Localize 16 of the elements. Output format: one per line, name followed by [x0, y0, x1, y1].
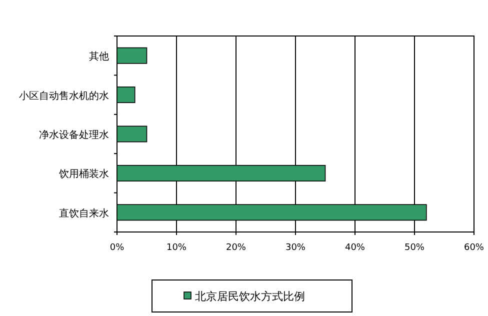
x-tick-label: 60% [464, 243, 484, 253]
legend-label: 北京居民饮水方式比例 [195, 290, 305, 303]
x-tick-label: 0% [110, 243, 125, 253]
y-tick-label: 饮用桶装水 [58, 168, 109, 180]
x-tick-label: 20% [226, 243, 246, 253]
bar [116, 86, 136, 104]
y-tick-label: 净水设备处理水 [39, 129, 109, 141]
x-tick-label: 10% [166, 243, 187, 253]
bar [116, 126, 148, 142]
x-tick-label: 50% [404, 243, 425, 253]
x-tick-label: 30% [285, 243, 306, 253]
bar [116, 47, 148, 64]
y-tick-label: 直饮自来水 [59, 207, 109, 220]
x-tick-label: 40% [344, 243, 366, 253]
y-tick-label: 小区自动售水机的水 [19, 90, 109, 102]
y-tick-label: 其他 [89, 50, 109, 63]
